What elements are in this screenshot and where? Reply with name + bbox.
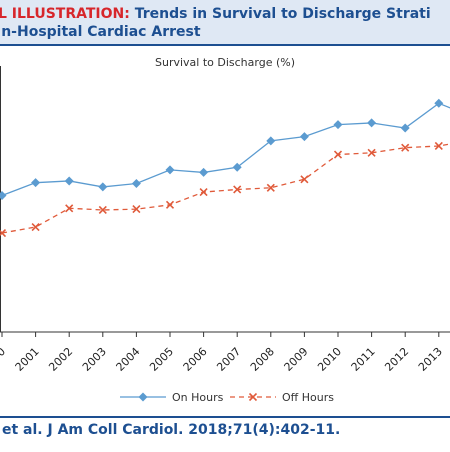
data-point-on-hours-2001 [31, 178, 40, 187]
legend-marker-on-hours [139, 393, 148, 402]
x-tick-label-2011: 2011 [349, 345, 378, 374]
figure-header: L ILLUSTRATION: Trends in Survival to Di… [0, 0, 450, 46]
citation: et al. J Am Coll Cardiol. 2018;71(4):402… [2, 422, 340, 438]
data-point-on-hours-2002 [65, 176, 74, 185]
data-point-on-hours-2000 [0, 191, 7, 200]
x-tick-label-2012: 2012 [382, 345, 411, 374]
series-line-off-hours [2, 140, 450, 233]
data-point-on-hours-2005 [166, 165, 175, 174]
x-tick-label-2000: 2000 [0, 345, 8, 374]
x-tick-label-2010: 2010 [315, 345, 344, 374]
data-point-on-hours-2012 [401, 124, 410, 133]
data-point-on-hours-2013 [434, 99, 443, 108]
illustration-label: L ILLUSTRATION: [0, 6, 130, 22]
data-point-on-hours-2003 [98, 182, 107, 191]
x-tick-label-2003: 2003 [80, 345, 109, 374]
x-tick-label-2013: 2013 [416, 345, 445, 374]
figure-title: Trends in Survival to Discharge Strati [135, 6, 431, 22]
chart-title: Survival to Discharge (%) [155, 56, 295, 69]
x-tick-label-2008: 2008 [248, 345, 277, 374]
x-tick-label-2002: 2002 [46, 345, 75, 374]
x-tick-label-2004: 2004 [114, 345, 143, 374]
data-point-on-hours-2006 [199, 168, 208, 177]
data-point-on-hours-2010 [334, 120, 343, 129]
x-tick-label-2009: 2009 [282, 345, 311, 374]
figure-title-line-2: In-Hospital Cardiac Arrest [0, 24, 201, 40]
x-tick-label-2001: 2001 [13, 345, 42, 374]
data-point-on-hours-2011 [367, 118, 376, 127]
legend-label-on-hours: On Hours [172, 391, 224, 404]
figure-title-line-1: L ILLUSTRATION: Trends in Survival to Di… [0, 6, 431, 22]
x-tick-label-2006: 2006 [181, 345, 210, 374]
x-tick-label-2005: 2005 [147, 345, 176, 374]
figure-footer: et al. J Am Coll Cardiol. 2018;71(4):402… [0, 416, 450, 452]
data-point-on-hours-2009 [300, 132, 309, 141]
data-point-off-hours-2006 [200, 189, 207, 196]
data-point-on-hours-2004 [132, 179, 141, 188]
x-tick-label-2007: 2007 [214, 345, 243, 374]
legend-label-off-hours: Off Hours [282, 391, 334, 404]
